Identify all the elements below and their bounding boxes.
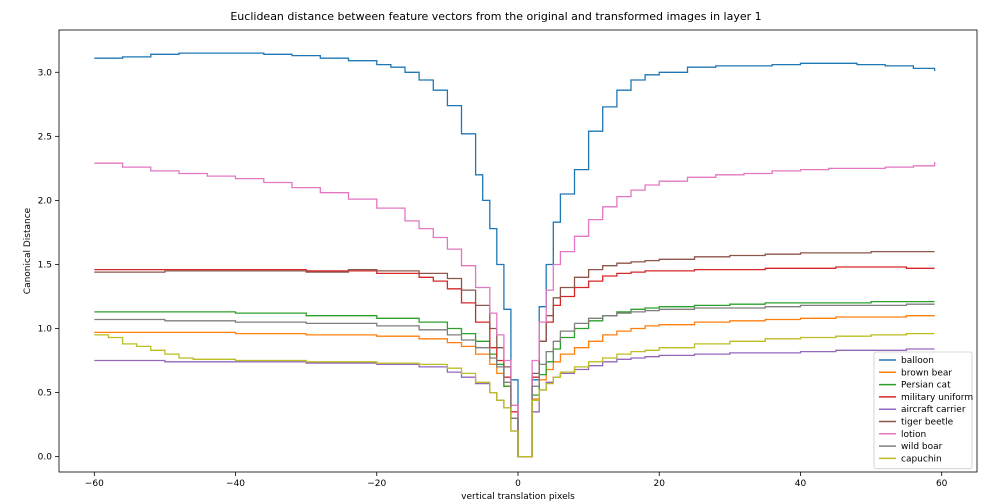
- series-line-balloon: [94, 52, 936, 458]
- y-tick-label: 1.5: [38, 260, 52, 270]
- legend-label: lotion: [901, 430, 926, 440]
- x-axis: −60 −40 −20 0 20 40 60: [85, 472, 948, 489]
- legend-label: capuchin: [901, 454, 942, 464]
- x-axis-label: vertical translation pixels: [461, 492, 575, 502]
- series-line-capuchin: [94, 332, 935, 458]
- legend-box: [873, 351, 973, 470]
- series-layer: [94, 52, 936, 458]
- legend-label: Persian cat: [901, 381, 951, 391]
- x-tick-label: 20: [654, 479, 666, 489]
- x-tick-label: 0: [515, 479, 521, 489]
- x-tick-label: 60: [936, 479, 948, 489]
- y-tick-label: 0.5: [38, 389, 52, 399]
- series-line-persian-cat: [94, 300, 935, 458]
- x-tick-label: 40: [795, 479, 807, 489]
- y-axis-label: Canonical Distance: [23, 207, 33, 294]
- chart-title: Euclidean distance between feature vecto…: [230, 10, 761, 23]
- series-line-aircraft-carrier: [94, 348, 935, 458]
- x-tick-label: −20: [367, 479, 386, 489]
- legend-label: military uniform: [901, 393, 973, 403]
- legend-label: brown bear: [901, 368, 952, 378]
- y-tick-label: 3.0: [38, 68, 53, 78]
- series-line-wild-boar: [94, 303, 935, 458]
- y-tick-label: 1.0: [38, 325, 53, 335]
- x-tick-label: −40: [226, 479, 245, 489]
- y-tick-label: 2.5: [38, 132, 52, 142]
- series-line-brown-bear: [94, 315, 935, 458]
- legend-label: aircraft carrier: [901, 405, 966, 415]
- x-tick-label: −60: [85, 479, 104, 489]
- legend: balloon brown bear Persian cat military uni…: [873, 351, 973, 470]
- legend-label: balloon: [901, 356, 934, 366]
- series-line-tiger-beetle: [94, 250, 935, 458]
- y-tick-label: 2.0: [38, 196, 53, 206]
- y-tick-label: 0.0: [38, 453, 53, 463]
- legend-label: tiger beetle: [901, 418, 954, 428]
- y-axis: 0.0 0.5 1.0 1.5 2.0 2.5 3.0: [38, 68, 59, 463]
- legend-label: wild boar: [901, 442, 943, 452]
